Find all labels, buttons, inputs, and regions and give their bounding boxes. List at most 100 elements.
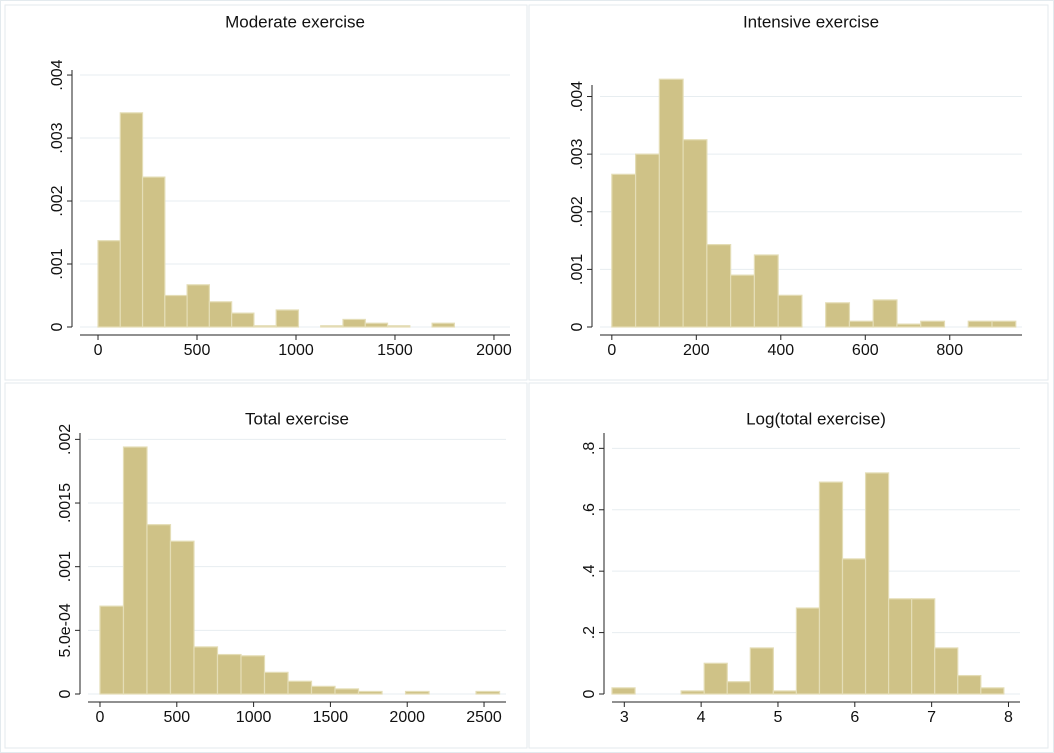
bar — [141, 176, 166, 328]
x-tick-label: 200 — [683, 342, 710, 359]
y-tick-label: .6 — [581, 503, 598, 516]
x-tick-label: 400 — [767, 342, 794, 359]
panel-title: Intensive exercise — [743, 12, 879, 31]
x-tick-label: 1000 — [278, 342, 314, 359]
x-tick-label: 0 — [94, 342, 103, 359]
bar — [991, 320, 1017, 328]
y-tick-label: .8 — [581, 442, 598, 455]
x-tick-label: 0 — [607, 342, 616, 359]
bar — [749, 647, 774, 695]
bar — [703, 662, 728, 695]
bar — [920, 320, 946, 328]
bar — [364, 322, 389, 328]
y-tick-label: .004 — [49, 59, 66, 90]
bar — [634, 153, 660, 328]
x-tick-label: 2500 — [466, 709, 502, 726]
bar — [706, 244, 732, 328]
bar — [431, 322, 455, 328]
bar — [841, 558, 867, 695]
y-tick-label: .003 — [569, 138, 586, 169]
bar — [682, 139, 708, 328]
bar — [320, 325, 344, 328]
bar — [864, 472, 890, 695]
bar — [934, 647, 959, 695]
bar — [287, 680, 313, 695]
y-tick-label: 0 — [57, 689, 74, 698]
bar — [193, 646, 219, 695]
y-tick-label: .001 — [49, 248, 66, 279]
x-tick-label: 0 — [96, 709, 105, 726]
bar — [980, 687, 1005, 695]
y-tick-label: 5.0e-04 — [57, 603, 74, 657]
y-tick-label: .2 — [581, 626, 598, 639]
bar — [848, 320, 874, 328]
bar — [726, 681, 751, 695]
y-tick-label: .001 — [57, 551, 74, 582]
bar — [275, 309, 300, 328]
bar — [208, 301, 233, 328]
y-tick-label: .001 — [569, 254, 586, 285]
bar — [146, 524, 172, 695]
x-tick-label: 1500 — [313, 709, 349, 726]
bar — [967, 320, 993, 328]
bar — [772, 690, 798, 695]
bar — [730, 274, 755, 328]
bar — [818, 481, 844, 695]
bar — [680, 690, 705, 695]
x-tick-label: 800 — [936, 342, 963, 359]
y-tick-label: .002 — [49, 185, 66, 216]
x-tick-label: 500 — [163, 709, 190, 726]
bar — [753, 254, 779, 328]
bar — [122, 446, 148, 695]
x-tick-label: 5 — [774, 709, 783, 726]
y-tick-label: 0 — [49, 322, 66, 331]
bar — [216, 653, 242, 695]
y-tick-label: .0015 — [57, 483, 74, 523]
bar — [253, 325, 277, 328]
bar — [97, 240, 121, 328]
panel-title: Moderate exercise — [225, 12, 365, 31]
y-tick-label: 0 — [569, 322, 586, 331]
bar — [310, 685, 336, 695]
x-tick-label: 7 — [927, 709, 936, 726]
panel-frame — [4, 4, 528, 381]
y-tick-label: .002 — [57, 424, 74, 455]
bar — [334, 688, 360, 695]
bar — [231, 312, 255, 328]
x-tick-label: 6 — [850, 709, 859, 726]
bar — [357, 690, 383, 695]
bar — [957, 674, 982, 695]
bar — [169, 540, 195, 695]
bar — [164, 294, 188, 328]
bar — [475, 690, 501, 695]
bar — [119, 112, 144, 328]
x-tick-label: 1000 — [236, 709, 272, 726]
x-tick-label: 600 — [852, 342, 879, 359]
y-tick-label: .003 — [49, 122, 66, 153]
bar — [658, 78, 684, 328]
y-tick-label: .004 — [569, 81, 586, 112]
bar — [611, 173, 637, 328]
panel-title: Log(total exercise) — [746, 409, 886, 428]
y-tick-label: .002 — [569, 196, 586, 227]
x-tick-label: 1500 — [377, 342, 413, 359]
bar — [896, 323, 922, 328]
bar — [386, 325, 411, 328]
bar — [404, 690, 430, 695]
y-tick-label: 0 — [581, 689, 598, 698]
x-tick-label: 500 — [184, 342, 211, 359]
bar — [872, 299, 898, 328]
panel-title: Total exercise — [245, 409, 349, 428]
bar — [240, 655, 266, 695]
x-tick-label: 4 — [697, 709, 706, 726]
y-tick-label: .4 — [581, 564, 598, 577]
bar — [263, 671, 289, 695]
bar — [825, 302, 851, 328]
bar — [99, 605, 125, 695]
bar — [186, 284, 210, 328]
bar — [611, 687, 636, 695]
x-tick-label: 3 — [620, 709, 629, 726]
x-tick-label: 2000 — [476, 342, 512, 359]
x-tick-label: 8 — [1004, 709, 1013, 726]
